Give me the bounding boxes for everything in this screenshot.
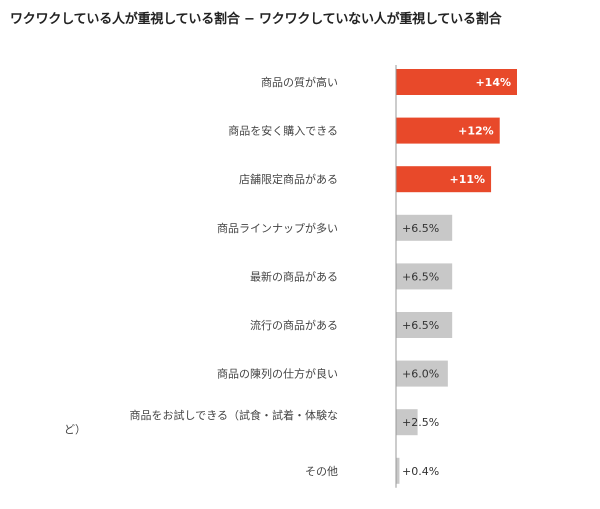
category-label: 商品の質が高い	[261, 75, 338, 89]
category-label: 商品をお試しできる（試食・試着・体験な	[130, 408, 338, 422]
value-label: +6.5%	[402, 222, 439, 235]
category-label: 商品ラインナップが多い	[217, 221, 338, 235]
chart-title: ワクワクしている人が重視している割合 − ワクワクしていない人が重視している割合	[10, 12, 502, 27]
value-label: +11%	[450, 173, 486, 186]
bar-6	[396, 312, 453, 338]
category-label: ど）	[64, 423, 86, 436]
value-label: +14%	[475, 76, 511, 89]
bar-7	[396, 360, 448, 387]
category-label: その他	[305, 465, 338, 478]
value-label: +2.5%	[402, 416, 439, 429]
category-label: 流行の商品がある	[250, 318, 338, 332]
bar-9	[396, 457, 400, 484]
bar-8	[396, 409, 418, 436]
value-label: +6.5%	[402, 319, 439, 332]
bar-5	[396, 263, 453, 290]
category-label: 最新の商品がある	[250, 269, 338, 283]
bar-2	[396, 117, 500, 144]
bar-1	[396, 69, 517, 95]
category-label: 店舗限定商品がある	[239, 172, 338, 186]
value-label: +12%	[458, 125, 494, 138]
value-label: +0.4%	[402, 465, 439, 478]
value-label: +6.0%	[402, 368, 439, 381]
value-label: +6.5%	[402, 270, 439, 283]
category-label: 商品の陳列の仕方が良い	[217, 367, 338, 381]
bar-4	[396, 214, 453, 241]
bar-3	[396, 166, 492, 193]
category-label: 商品を安く購入できる	[228, 124, 338, 138]
